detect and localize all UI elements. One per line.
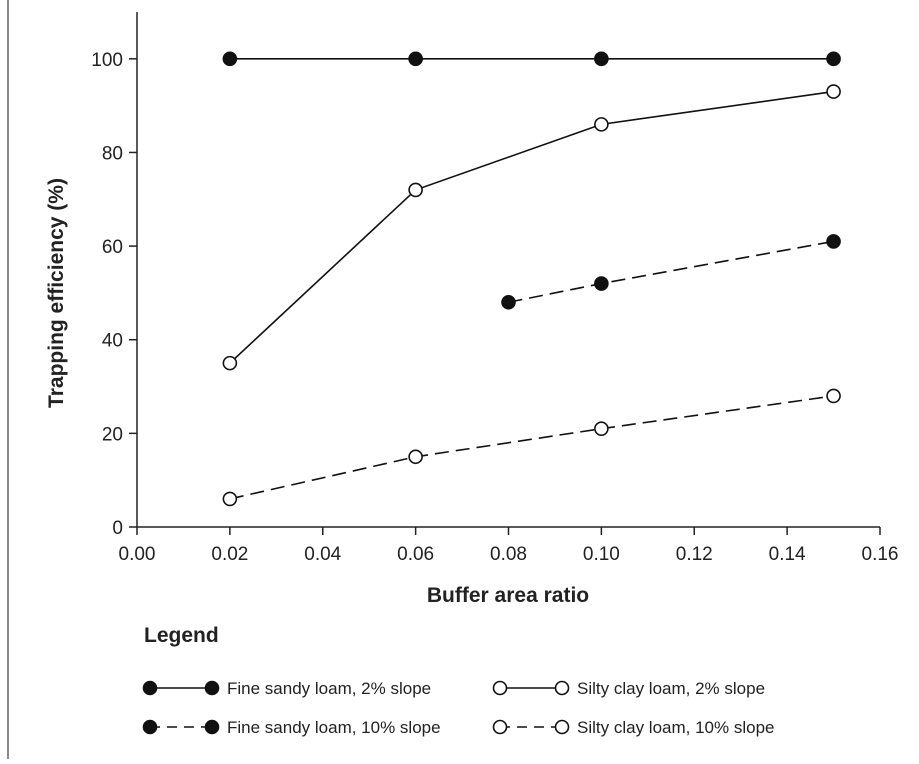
y-tick-label: 80 (102, 143, 123, 164)
series-1 (222, 51, 841, 67)
series-2 (222, 84, 841, 371)
data-point (826, 388, 841, 404)
data-point (594, 276, 609, 291)
legend-marker (204, 680, 220, 696)
x-tick-label: 0.08 (490, 544, 527, 565)
x-tick-label: 0.14 (769, 544, 806, 565)
series-line (229, 90, 834, 364)
x-tick-label: 0.16 (862, 544, 899, 565)
x-tick-label: 0.04 (304, 544, 341, 565)
legend-item: Silty clay loam, 10% slope (492, 718, 774, 737)
x-tick-label: 0.12 (676, 544, 713, 565)
legend-marker (492, 719, 508, 735)
legend-marker (554, 719, 570, 735)
y-tick-label: 40 (102, 331, 123, 352)
y-tick-label: 60 (102, 237, 123, 258)
legend-label: Fine sandy loam, 10% slope (227, 718, 441, 737)
data-point (408, 51, 423, 67)
series-layer (222, 51, 841, 507)
page-left-rule (7, 0, 9, 759)
legend-label: Silty clay loam, 2% slope (577, 679, 765, 698)
data-point (408, 449, 423, 465)
data-point (408, 182, 423, 198)
legend-marker (142, 719, 158, 735)
legend: Fine sandy loam, 2% slope Silty clay loam… (142, 679, 774, 737)
x-tick-label: 0.02 (211, 544, 248, 565)
legend-label: Silty clay loam, 10% slope (577, 718, 774, 737)
y-tick-label: 0 (112, 518, 123, 539)
y-tick-label: 20 (102, 424, 123, 445)
x-tick-label: 0.06 (397, 544, 434, 565)
series-line (508, 240, 834, 304)
legend-title: Legend (144, 624, 219, 647)
x-tick-label: 0.00 (119, 544, 156, 565)
series-4 (222, 388, 841, 507)
x-axis-title: Buffer area ratio (427, 584, 589, 607)
series-line (229, 395, 834, 500)
legend-marker (204, 719, 220, 735)
data-point (826, 84, 841, 99)
data-point (594, 117, 609, 132)
legend-marker (142, 680, 158, 696)
data-point (501, 294, 516, 310)
data-point (594, 421, 609, 436)
data-point (222, 51, 238, 67)
data-point (222, 491, 238, 507)
y-tick-label: 100 (91, 50, 123, 71)
data-point (826, 51, 841, 67)
x-tick-label: 0.10 (583, 544, 620, 565)
legend-item: Fine sandy loam, 10% slope (142, 718, 441, 737)
axes: 0.00 0.02 0.04 0.06 0.08 0.10 0.12 0.14 0.16 0 20 4… (91, 12, 898, 565)
data-point (594, 51, 609, 67)
data-point (826, 234, 841, 249)
legend-item: Silty clay loam, 2% slope (492, 679, 765, 698)
legend-marker (492, 680, 508, 696)
legend-label: Fine sandy loam, 2% slope (227, 679, 431, 698)
legend-item: Fine sandy loam, 2% slope (142, 679, 431, 698)
data-point (222, 355, 238, 371)
y-axis-title: Trapping efficiency (%) (45, 178, 68, 408)
series-3 (501, 234, 841, 310)
legend-marker (554, 680, 570, 696)
